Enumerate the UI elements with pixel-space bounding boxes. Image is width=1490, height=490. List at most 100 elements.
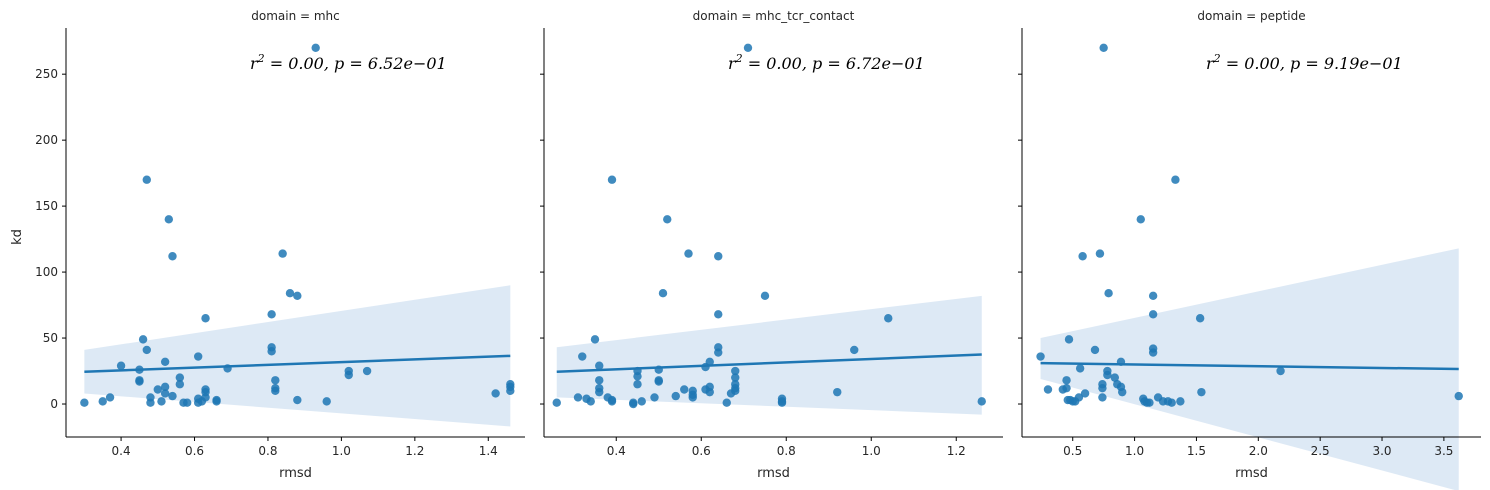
data-point (1062, 383, 1071, 393)
data-point (671, 391, 680, 401)
data-point (267, 310, 276, 319)
data-point (1080, 389, 1090, 398)
data-point (1104, 288, 1113, 298)
data-point (1118, 387, 1127, 397)
x-tick-label: 0.6 (692, 444, 711, 458)
regression-line (84, 354, 511, 373)
data-point (344, 370, 353, 380)
data-point (271, 376, 280, 385)
data-point (977, 397, 986, 406)
data-point (175, 373, 185, 382)
data-point (182, 398, 192, 407)
data-point (705, 357, 714, 366)
data-point (714, 310, 723, 319)
data-point (138, 335, 148, 344)
data-point (271, 386, 280, 396)
stats-annotation: r2 = 0.00, p = 6.72e−01 (728, 52, 925, 73)
data-point (98, 397, 107, 406)
data-point (760, 291, 770, 301)
data-point (714, 252, 723, 261)
data-point (201, 393, 210, 402)
x-tick-label: 1.4 (479, 444, 498, 458)
data-point (1148, 310, 1158, 319)
data-point (1075, 364, 1085, 373)
x-tick-label: 0.4 (607, 444, 626, 458)
data-point (278, 249, 287, 258)
data-point (1078, 252, 1087, 261)
x-tick-label: 1.5 (1187, 444, 1206, 458)
data-point (586, 397, 595, 406)
data-point (578, 352, 587, 361)
data-point (311, 43, 320, 52)
data-point (607, 397, 617, 406)
y-tick-label: 100 (35, 265, 58, 279)
data-point (833, 387, 842, 397)
data-point (1090, 345, 1100, 355)
data-point (1148, 348, 1158, 357)
data-point (1197, 387, 1206, 397)
x-tick-label: 2.5 (1311, 444, 1330, 458)
data-point (573, 393, 583, 402)
data-point (1043, 385, 1053, 394)
x-axis-label: rmsd (757, 466, 790, 481)
x-axis-label: rmsd (1235, 466, 1268, 481)
x-tick-label: 0.8 (258, 444, 277, 458)
data-point (1176, 397, 1185, 406)
data-point (777, 398, 787, 407)
data-point (1276, 366, 1285, 376)
x-tick-label: 1.2 (947, 444, 966, 458)
data-point (595, 376, 604, 385)
x-tick-label: 1.0 (862, 444, 881, 458)
x-tick-label: 0.4 (112, 444, 131, 458)
confidence-band (1040, 248, 1459, 490)
data-point (1145, 398, 1154, 407)
y-axis-label: kd (10, 229, 25, 245)
stats-annotation: r2 = 0.00, p = 9.19e−01 (1206, 52, 1403, 73)
data-point (731, 373, 740, 382)
data-point (637, 397, 646, 406)
x-tick-label: 1.0 (1125, 444, 1144, 458)
data-point (160, 382, 170, 392)
data-point (590, 335, 600, 344)
facet-panel-1: domain = mhc 0.4 0.6 0.8 1.0 1.2 1.4 0 50 100 150 2… (35, 9, 525, 481)
data-point (267, 347, 276, 356)
data-point (142, 345, 151, 355)
facet-title: domain = mhc_tcr_contact (693, 9, 855, 23)
x-tick-label: 3.5 (1434, 444, 1453, 458)
data-point (506, 386, 515, 396)
data-point (1171, 175, 1180, 184)
data-point (142, 175, 151, 184)
data-point (1098, 393, 1107, 402)
data-point (688, 393, 697, 402)
data-point (1074, 393, 1084, 402)
y-tick-label: 150 (35, 199, 58, 213)
data-point (160, 389, 170, 398)
data-point (293, 395, 302, 405)
data-point (633, 372, 642, 381)
data-point (175, 380, 185, 389)
data-point (850, 345, 859, 355)
data-point (1064, 335, 1074, 344)
data-point (714, 348, 723, 357)
data-point (168, 252, 177, 261)
x-tick-label: 0.8 (777, 444, 796, 458)
data-point (650, 393, 659, 402)
data-point (1136, 215, 1145, 224)
stats-annotation: r2 = 0.00, p = 6.52e−01 (250, 52, 447, 73)
data-point (1167, 398, 1176, 407)
data-point (293, 291, 302, 301)
data-point (595, 361, 604, 370)
data-point (164, 215, 174, 224)
x-tick-label: 2.0 (1249, 444, 1268, 458)
data-point (1103, 370, 1112, 380)
x-tick-label: 1.2 (405, 444, 424, 458)
data-point (285, 288, 295, 298)
x-tick-label: 3.0 (1372, 444, 1391, 458)
data-point (1036, 352, 1045, 361)
data-point (157, 397, 166, 406)
x-axis-label: rmsd (279, 466, 312, 481)
data-point (168, 391, 177, 401)
data-point (1195, 314, 1205, 323)
data-point (362, 366, 372, 376)
data-point (680, 385, 689, 394)
